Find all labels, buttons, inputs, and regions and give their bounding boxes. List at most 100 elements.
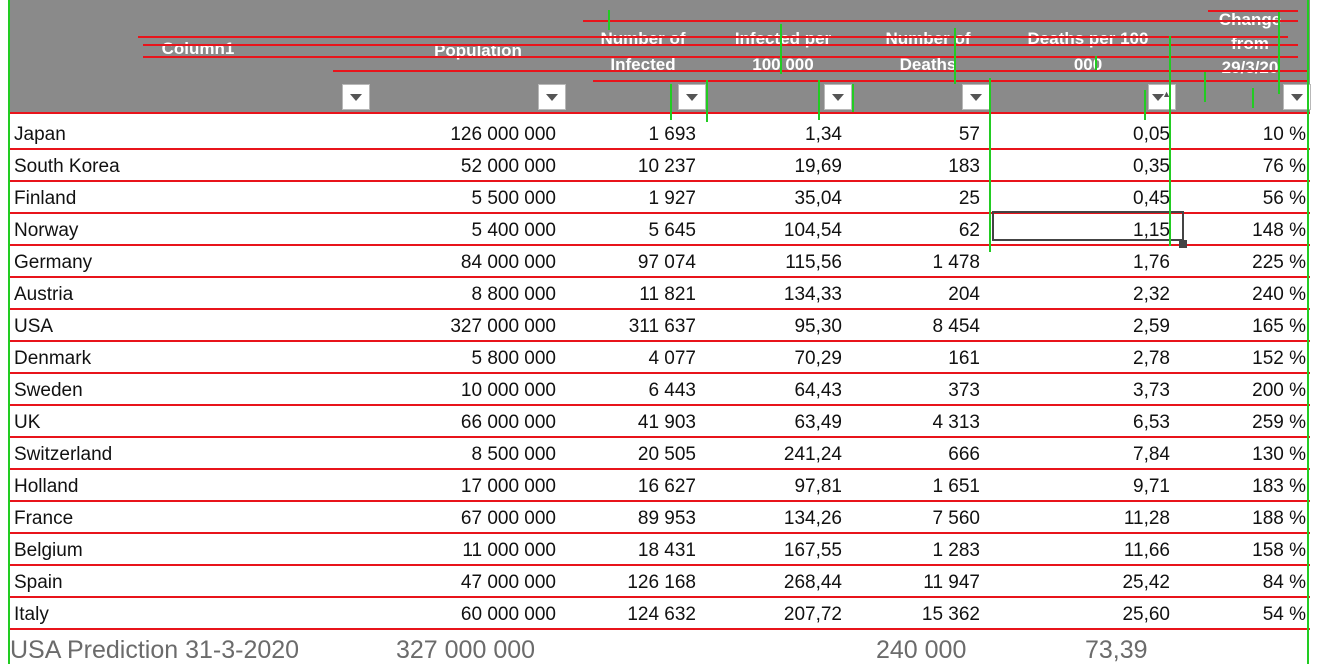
infected-per-100k-cell[interactable]: 241,24 xyxy=(783,444,842,465)
infected-per-100k-cell[interactable]: 35,04 xyxy=(794,188,842,209)
infected-cell[interactable]: 18 431 xyxy=(637,540,696,561)
population-cell[interactable]: 126 000 000 xyxy=(450,124,556,145)
infected-per-100k-cell[interactable]: 1,34 xyxy=(805,124,842,145)
country-cell[interactable]: Holland xyxy=(14,476,79,497)
infected-cell[interactable]: 6 443 xyxy=(648,380,696,401)
infected-per-100k-cell[interactable]: 19,69 xyxy=(794,156,842,177)
deaths-cell[interactable]: 11 947 xyxy=(923,572,980,593)
change-cell[interactable]: 225 % xyxy=(1252,252,1306,273)
population-cell[interactable]: 11 000 000 xyxy=(462,540,556,561)
deaths-cell[interactable]: 373 xyxy=(948,380,980,401)
change-cell[interactable]: 165 % xyxy=(1252,316,1306,337)
infected-cell[interactable]: 4 077 xyxy=(648,348,696,369)
change-cell[interactable]: 188 % xyxy=(1252,508,1306,529)
change-cell[interactable]: 56 % xyxy=(1262,188,1306,209)
country-cell[interactable]: Finland xyxy=(14,188,77,209)
country-cell[interactable]: Sweden xyxy=(14,380,83,401)
change-cell[interactable]: 76 % xyxy=(1262,156,1306,177)
change-cell[interactable]: 130 % xyxy=(1252,444,1306,465)
deaths-cell[interactable]: 183 xyxy=(948,156,980,177)
infected-cell[interactable]: 20 505 xyxy=(637,444,696,465)
population-cell[interactable]: 84 000 000 xyxy=(460,252,556,273)
deaths-per-100k-cell[interactable]: 2,32 xyxy=(1133,284,1170,305)
deaths-cell[interactable]: 204 xyxy=(948,284,980,305)
country-cell[interactable]: France xyxy=(14,508,74,529)
infected-per-100k-cell[interactable]: 97,81 xyxy=(794,476,842,497)
deaths-cell[interactable]: 4 313 xyxy=(932,412,980,433)
change-cell[interactable]: 54 % xyxy=(1262,604,1306,625)
country-cell[interactable]: Italy xyxy=(14,604,49,625)
country-cell[interactable]: Spain xyxy=(14,572,63,593)
country-cell[interactable]: Belgium xyxy=(14,540,83,561)
country-cell[interactable]: South Korea xyxy=(14,156,120,177)
infected-per-100k-cell[interactable]: 134,26 xyxy=(783,508,842,529)
change-cell[interactable]: 183 % xyxy=(1252,476,1306,497)
deaths-cell[interactable]: 1 283 xyxy=(932,540,980,561)
change-cell[interactable]: 84 % xyxy=(1262,572,1306,593)
selected-cell[interactable] xyxy=(992,211,1184,241)
deaths-cell[interactable]: 25 xyxy=(958,188,980,209)
population-cell[interactable]: 327 000 000 xyxy=(450,316,556,337)
deaths-cell[interactable]: 7 560 xyxy=(932,508,980,529)
population-cell[interactable]: 10 000 000 xyxy=(460,380,556,401)
deaths-per-100k-cell[interactable]: 11,66 xyxy=(1123,540,1170,561)
filter-dropdown-icon[interactable] xyxy=(342,84,370,110)
infected-cell[interactable]: 11 821 xyxy=(639,284,696,305)
population-cell[interactable]: 5 500 000 xyxy=(471,188,556,209)
infected-cell[interactable]: 16 627 xyxy=(637,476,696,497)
infected-cell[interactable]: 41 903 xyxy=(637,412,696,433)
population-cell[interactable]: 17 000 000 xyxy=(460,476,556,497)
infected-cell[interactable]: 124 632 xyxy=(627,604,696,625)
deaths-per-100k-cell[interactable]: 7,84 xyxy=(1133,444,1170,465)
deaths-per-100k-cell[interactable]: 0,05 xyxy=(1133,124,1170,145)
country-cell[interactable]: Denmark xyxy=(14,348,92,369)
deaths-cell[interactable]: 57 xyxy=(958,124,980,145)
deaths-per-100k-cell[interactable]: 1,15 xyxy=(1133,220,1170,241)
infected-cell[interactable]: 97 074 xyxy=(637,252,696,273)
infected-cell[interactable]: 10 237 xyxy=(637,156,696,177)
deaths-cell[interactable]: 62 xyxy=(958,220,980,241)
infected-cell[interactable]: 1 927 xyxy=(648,188,696,209)
fill-handle[interactable] xyxy=(1179,240,1187,248)
population-cell[interactable]: 66 000 000 xyxy=(460,412,556,433)
deaths-cell[interactable]: 1 478 xyxy=(932,252,980,273)
filter-dropdown-icon[interactable] xyxy=(1283,84,1311,110)
header-change-from[interactable]: Change from 29/3/20 xyxy=(1200,8,1300,80)
population-cell[interactable]: 5 400 000 xyxy=(471,220,556,241)
deaths-per-100k-cell[interactable]: 25,60 xyxy=(1122,604,1170,625)
change-cell[interactable]: 158 % xyxy=(1252,540,1306,561)
infected-per-100k-cell[interactable]: 115,56 xyxy=(785,252,842,273)
population-cell[interactable]: 8 500 000 xyxy=(471,444,556,465)
header-number-of-infected[interactable]: Number of Infected xyxy=(573,26,713,78)
filter-dropdown-icon[interactable] xyxy=(538,84,566,110)
infected-cell[interactable]: 126 168 xyxy=(627,572,696,593)
population-cell[interactable]: 52 000 000 xyxy=(460,156,556,177)
population-cell[interactable]: 47 000 000 xyxy=(460,572,556,593)
infected-per-100k-cell[interactable]: 95,30 xyxy=(794,316,842,337)
population-cell[interactable]: 67 000 000 xyxy=(460,508,556,529)
country-cell[interactable]: Japan xyxy=(14,124,66,145)
infected-per-100k-cell[interactable]: 268,44 xyxy=(783,572,842,593)
change-cell[interactable]: 240 % xyxy=(1252,284,1306,305)
country-cell[interactable]: Austria xyxy=(14,284,74,305)
deaths-per-100k-cell[interactable]: 3,73 xyxy=(1133,380,1170,401)
population-cell[interactable]: 5 800 000 xyxy=(471,348,556,369)
filter-dropdown-icon[interactable] xyxy=(678,84,706,110)
infected-cell[interactable]: 311 637 xyxy=(628,316,696,337)
infected-per-100k-cell[interactable]: 167,55 xyxy=(783,540,842,561)
deaths-cell[interactable]: 161 xyxy=(948,348,980,369)
change-cell[interactable]: 10 % xyxy=(1262,124,1306,145)
deaths-per-100k-cell[interactable]: 9,71 xyxy=(1133,476,1170,497)
infected-per-100k-cell[interactable]: 63,49 xyxy=(794,412,842,433)
sort-ascending-filter-icon[interactable]: ▲ xyxy=(1148,84,1176,110)
infected-cell[interactable]: 1 693 xyxy=(648,124,696,145)
deaths-cell[interactable]: 8 454 xyxy=(932,316,980,337)
country-cell[interactable]: Switzerland xyxy=(14,444,113,465)
infected-per-100k-cell[interactable]: 207,72 xyxy=(783,604,842,625)
deaths-per-100k-cell[interactable]: 25,42 xyxy=(1122,572,1170,593)
deaths-cell[interactable]: 15 362 xyxy=(921,604,980,625)
header-column1[interactable]: Column1 xyxy=(138,36,258,62)
deaths-per-100k-cell[interactable]: 2,59 xyxy=(1133,316,1170,337)
header-population[interactable]: Population xyxy=(398,38,558,64)
country-cell[interactable]: UK xyxy=(14,412,41,433)
